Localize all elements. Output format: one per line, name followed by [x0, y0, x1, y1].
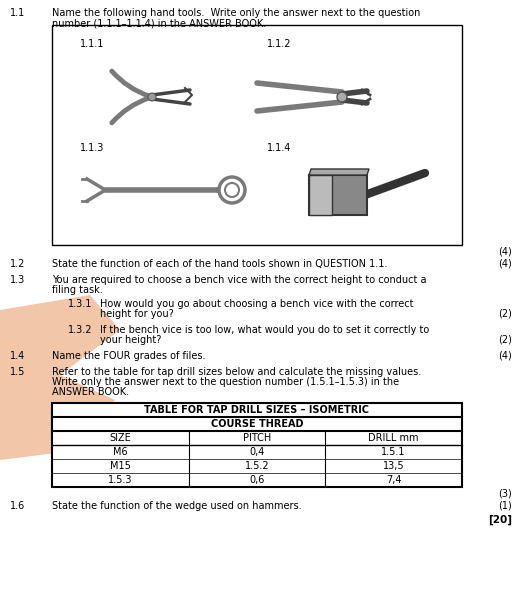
Text: 1.3.1: 1.3.1 — [68, 299, 92, 309]
Text: TABLE FOR TAP DRILL SIZES – ISOMETRIC: TABLE FOR TAP DRILL SIZES – ISOMETRIC — [145, 405, 369, 415]
Text: 1.1.3: 1.1.3 — [80, 143, 104, 153]
Text: State the function of each of the hand tools shown in QUESTION 1.1.: State the function of each of the hand t… — [52, 259, 387, 269]
Text: PITCH: PITCH — [243, 433, 271, 443]
Text: DRILL mm: DRILL mm — [368, 433, 419, 443]
Text: 7,4: 7,4 — [386, 475, 401, 485]
Text: ANSWER BOOK.: ANSWER BOOK. — [52, 387, 129, 397]
Circle shape — [225, 183, 239, 197]
Text: (3): (3) — [498, 489, 512, 499]
Text: 1.3: 1.3 — [10, 275, 25, 285]
Text: (1): (1) — [498, 501, 512, 511]
Text: 1.4: 1.4 — [10, 351, 25, 361]
Text: 1.1.4: 1.1.4 — [267, 143, 291, 153]
Circle shape — [148, 93, 156, 101]
Text: How would you go about choosing a bench vice with the correct: How would you go about choosing a bench … — [100, 299, 413, 309]
Text: Write only the answer next to the question number (1.5.1–1.5.3) in the: Write only the answer next to the questi… — [52, 377, 399, 387]
Text: 1.1: 1.1 — [10, 8, 25, 18]
Circle shape — [337, 92, 347, 102]
Text: 1.2: 1.2 — [10, 259, 25, 269]
Text: State the function of the wedge used on hammers.: State the function of the wedge used on … — [52, 501, 302, 511]
Text: 1.5.3: 1.5.3 — [108, 475, 133, 485]
Text: 13,5: 13,5 — [383, 461, 405, 471]
Text: If the bench vice is too low, what would you do to set it correctly to: If the bench vice is too low, what would… — [100, 325, 429, 335]
Text: filing task.: filing task. — [52, 285, 103, 295]
Text: (4): (4) — [498, 247, 512, 257]
Text: (2): (2) — [498, 335, 512, 345]
Text: 1.1.1: 1.1.1 — [80, 39, 104, 49]
Bar — [52, 25, 462, 245]
Text: 1.5.1: 1.5.1 — [381, 447, 406, 457]
Text: Name the following hand tools.  Write only the answer next to the question: Name the following hand tools. Write onl… — [52, 8, 420, 18]
Text: (2): (2) — [498, 309, 512, 319]
Polygon shape — [309, 175, 332, 215]
Text: SIZE: SIZE — [110, 433, 131, 443]
Text: 1.5: 1.5 — [10, 367, 25, 377]
Bar — [52, 403, 462, 487]
Text: Refer to the table for tap drill sizes below and calculate the missing values.: Refer to the table for tap drill sizes b… — [52, 367, 421, 377]
Text: (4): (4) — [498, 351, 512, 361]
Text: (4): (4) — [498, 259, 512, 269]
Text: 1.6: 1.6 — [10, 501, 25, 511]
Text: 0,6: 0,6 — [249, 475, 265, 485]
Text: 1.1.2: 1.1.2 — [267, 39, 291, 49]
Polygon shape — [309, 169, 369, 175]
Text: M15: M15 — [110, 461, 131, 471]
Circle shape — [219, 177, 245, 203]
Text: M6: M6 — [113, 447, 128, 457]
Text: your height?: your height? — [100, 335, 161, 345]
Text: Name the FOUR grades of files.: Name the FOUR grades of files. — [52, 351, 205, 361]
Text: 0,4: 0,4 — [249, 447, 265, 457]
Polygon shape — [0, 295, 120, 460]
Text: height for you?: height for you? — [100, 309, 174, 319]
Polygon shape — [309, 175, 367, 215]
Text: [20]: [20] — [488, 515, 512, 525]
Text: 1.3.2: 1.3.2 — [68, 325, 93, 335]
Text: You are required to choose a bench vice with the correct height to conduct a: You are required to choose a bench vice … — [52, 275, 427, 285]
Text: COURSE THREAD: COURSE THREAD — [211, 419, 303, 429]
Text: number (1.1.1–1.1.4) in the ANSWER BOOK.: number (1.1.1–1.1.4) in the ANSWER BOOK. — [52, 18, 266, 28]
Text: 1.5.2: 1.5.2 — [245, 461, 269, 471]
